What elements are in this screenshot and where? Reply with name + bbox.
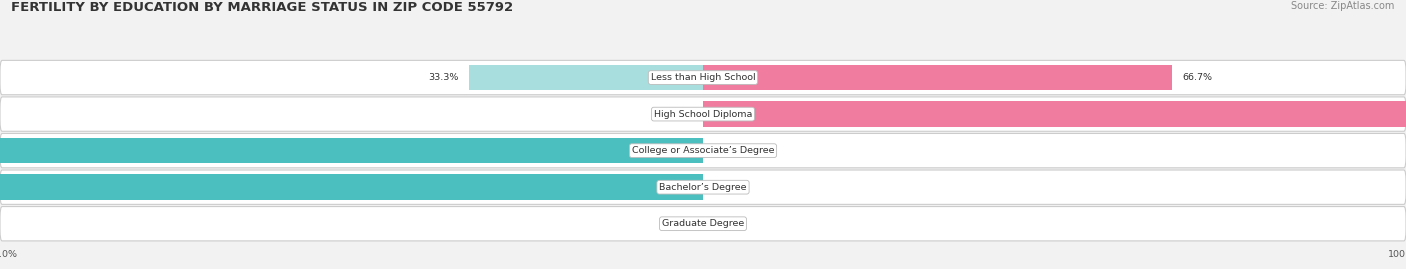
Text: 0.0%: 0.0% [717, 219, 741, 228]
Bar [703, 65, 1173, 90]
Text: 0.0%: 0.0% [717, 146, 741, 155]
Text: 0.0%: 0.0% [665, 219, 689, 228]
Text: 0.0%: 0.0% [665, 109, 689, 119]
FancyBboxPatch shape [0, 207, 1406, 241]
Text: Source: ZipAtlas.com: Source: ZipAtlas.com [1291, 1, 1395, 11]
FancyBboxPatch shape [0, 97, 1406, 131]
FancyBboxPatch shape [0, 170, 1406, 204]
Text: Less than High School: Less than High School [651, 73, 755, 82]
Bar [0, 138, 703, 164]
Text: FERTILITY BY EDUCATION BY MARRIAGE STATUS IN ZIP CODE 55792: FERTILITY BY EDUCATION BY MARRIAGE STATU… [11, 1, 513, 14]
FancyBboxPatch shape [0, 133, 1406, 168]
Text: Bachelor’s Degree: Bachelor’s Degree [659, 183, 747, 192]
Bar [0, 174, 703, 200]
Text: 66.7%: 66.7% [1182, 73, 1212, 82]
Bar [470, 65, 703, 90]
Text: High School Diploma: High School Diploma [654, 109, 752, 119]
Text: 0.0%: 0.0% [717, 183, 741, 192]
Text: College or Associate’s Degree: College or Associate’s Degree [631, 146, 775, 155]
Text: Graduate Degree: Graduate Degree [662, 219, 744, 228]
FancyBboxPatch shape [0, 60, 1406, 95]
Text: 33.3%: 33.3% [427, 73, 458, 82]
Bar [703, 101, 1406, 127]
